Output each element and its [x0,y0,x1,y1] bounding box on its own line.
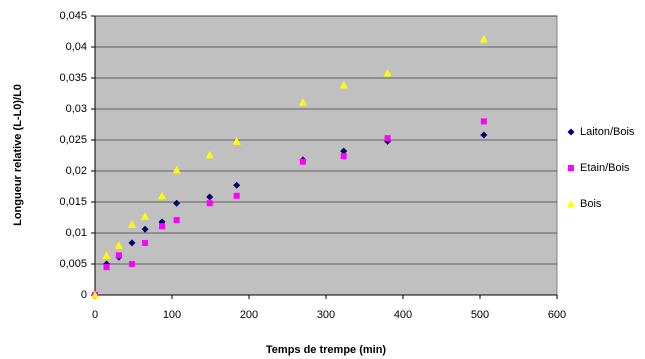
point [141,212,150,220]
y-tick-label: 0 [81,289,87,301]
point [172,165,181,174]
point [141,225,149,233]
y-axis-title: Longueur relative (L-L0)/L0 [12,84,24,226]
legend-marker [568,165,574,171]
legend-label: Etain/Bois [580,162,630,174]
y-tick-label: 0,02 [66,165,87,177]
y-tick-label: 0,015 [59,196,87,208]
y-tick-label: 0,005 [59,258,87,270]
x-tick-label: 600 [548,309,566,321]
x-tick-label: 200 [240,309,258,321]
point [299,158,306,165]
legend-label: Bois [580,198,602,210]
point [114,241,123,249]
point [384,135,391,142]
y-tick-label: 0,01 [66,227,87,239]
y-tick-label: 0,03 [66,103,87,115]
point [157,191,166,200]
point [479,34,488,43]
point [206,200,213,207]
point [232,137,241,145]
point [233,181,241,189]
point [128,239,136,247]
point [91,291,99,299]
legend-label: Laiton/Bois [580,126,635,138]
legend-marker [567,128,575,136]
point [340,147,348,155]
x-tick-label: 400 [394,309,412,321]
point [158,223,165,230]
legend-marker [567,200,575,208]
y-tick-label: 0,025 [59,134,87,146]
point [298,98,307,106]
y-tick-label: 0,045 [59,10,87,22]
point [173,216,180,223]
point [340,153,347,160]
point [128,261,135,267]
point [102,251,111,259]
y-tick-label: 0,035 [59,72,87,84]
x-tick-label: 0 [92,309,98,321]
point [205,150,214,159]
plot-area [94,15,558,296]
point [115,252,122,259]
point [127,220,136,228]
x-tick-label: 500 [471,309,489,321]
point [383,69,392,77]
point [339,80,348,89]
x-tick-label: 100 [163,309,181,321]
point [480,118,487,125]
point [233,192,240,199]
point [173,199,181,207]
point [480,131,488,139]
point [103,264,110,271]
x-tick-label: 300 [317,309,335,321]
point [142,239,149,246]
point [206,193,214,201]
y-tick-label: 0,04 [66,41,87,53]
x-axis-title: Temps de trempe (min) [266,344,387,356]
